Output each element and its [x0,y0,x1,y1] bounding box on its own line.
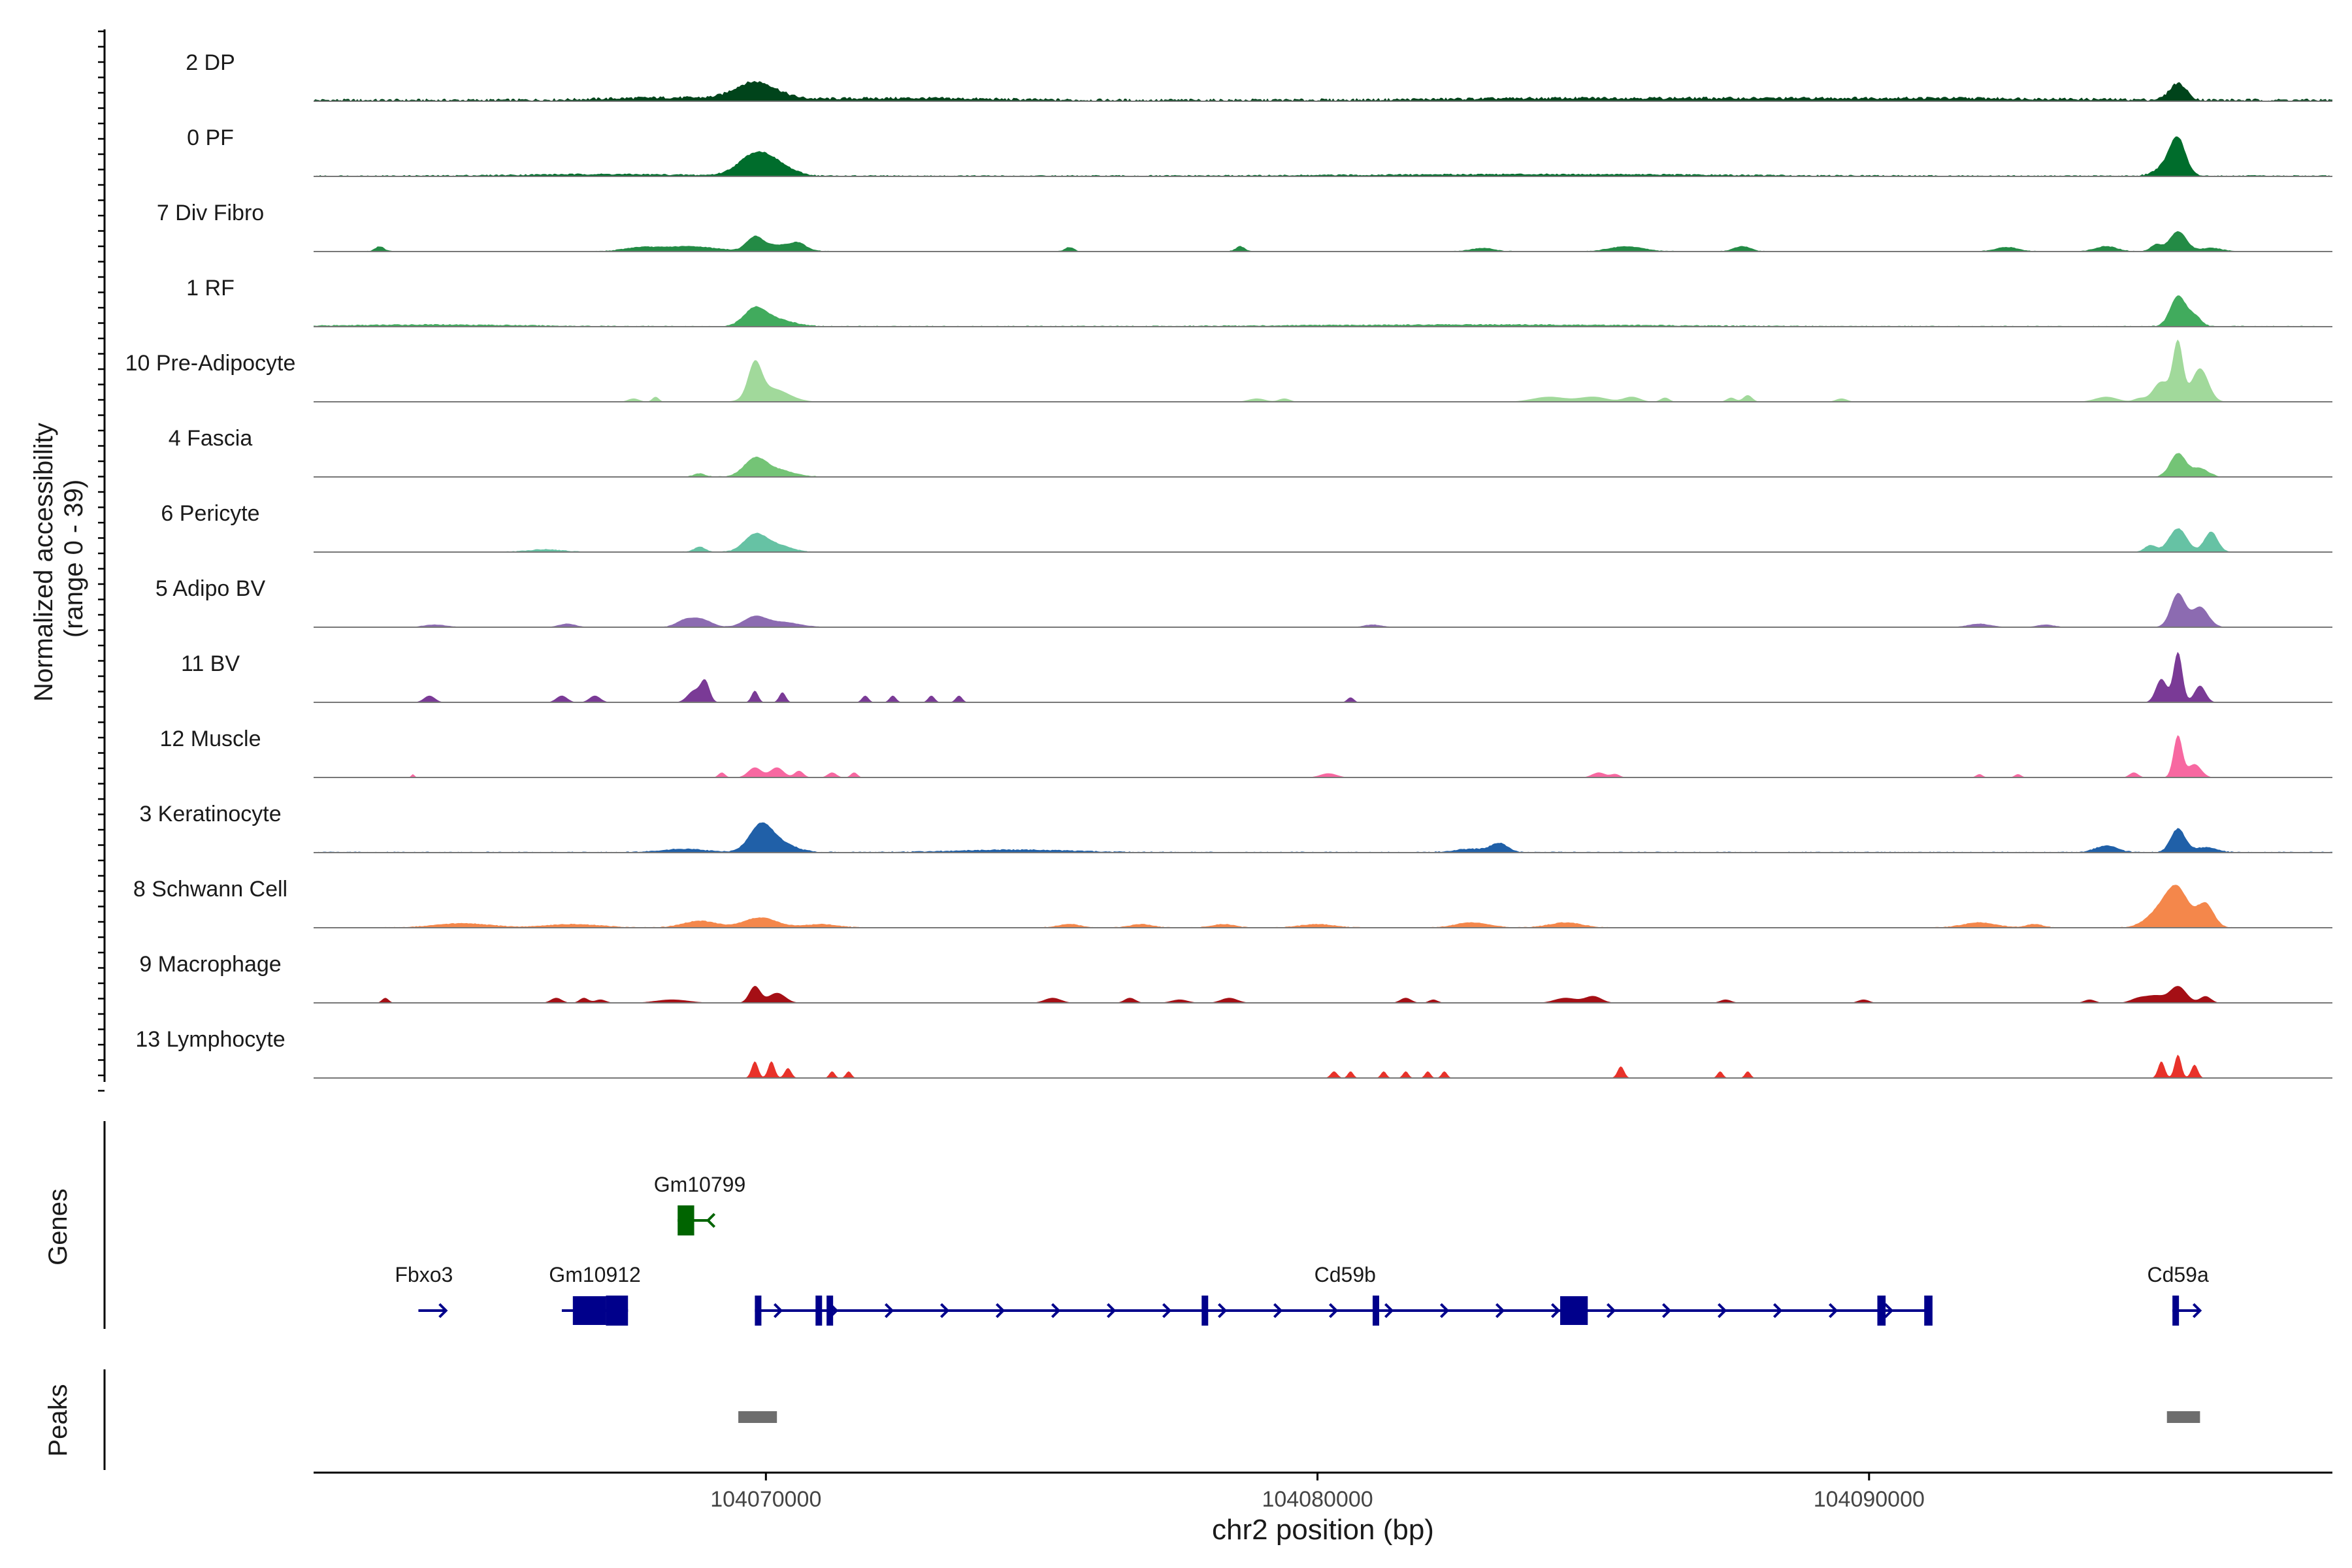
track-label: 2 DP [186,50,235,75]
peak-region [2166,1411,2200,1423]
strand-arrow [1439,1303,1450,1318]
x-tick-label: 104090000 [1814,1487,1925,1512]
track-label: 6 Pericyte [161,501,259,526]
strand-arrow [1828,1303,1838,1318]
track-0: 2 DP [186,50,2332,102]
exon-block [815,1296,823,1326]
y-axis-ticks [98,30,105,1092]
strand-arrow [1051,1303,1061,1318]
y-axis-label: Normalized accessibility (range 0 - 39) [29,416,88,702]
track-13: 13 Lymphocyte [135,1027,2332,1079]
track-6: 6 Pericyte [161,501,2332,553]
peaks-panel-label: Peaks [44,1384,73,1456]
gene-3: Cd59b [755,1263,1933,1326]
gene-4: Cd59a [2147,1263,2209,1326]
strand-arrow [1162,1303,1172,1318]
track-label: 12 Muscle [160,727,261,751]
track-7: 5 Adipo BV [155,576,2332,628]
gene-2: Gm10799 [654,1173,746,1235]
strand-arrow [1717,1303,1727,1318]
gene-annotation-panel: Fbxo3 Gm10912 Gm10799 Cd59b Cd59a [395,1173,2209,1326]
strand-arrow [2192,1303,2202,1318]
strand-arrow [1884,1303,1894,1318]
exon-block [1924,1296,1933,1326]
track-label: 9 Macrophage [139,952,281,977]
gene-label: Cd59a [2147,1263,2209,1286]
strand-arrow [1328,1303,1339,1318]
gene-label: Gm10799 [654,1173,746,1196]
gene-0: Fbxo3 [395,1263,453,1318]
track-12: 9 Macrophage [139,952,2332,1004]
track-label: 7 Div Fibro [157,201,264,225]
track-label: 8 Schwann Cell [133,877,287,902]
strand-arrow [939,1303,950,1318]
strand-arrow [1384,1303,1394,1318]
strand-arrow [1273,1303,1283,1318]
x-tick-label: 104070000 [710,1487,821,1512]
exon-block [826,1296,834,1326]
track-label: 1 RF [186,276,235,301]
track-9: 12 Muscle [160,727,2332,778]
strand-arrow [1495,1303,1505,1318]
peaks-panel [738,1411,2200,1423]
x-axis-ticks: 104070000 104080000 104090000 [710,1473,1925,1512]
strand-arrow [884,1303,894,1318]
track-4: 10 Pre-Adipocyte [125,339,2332,402]
genes-panel-label: Genes [44,1188,73,1266]
gene-label: Gm10912 [549,1263,641,1286]
track-2: 7 Div Fibro [157,201,2332,252]
exon-block [1560,1296,1588,1325]
exon-block [2172,1296,2180,1326]
track-1: 0 PF [187,125,2332,177]
accessibility-tracks: 2 DP 0 PF 7 Div Fibro 1 RF 10 Pre-Adipocyte 4… [125,50,2332,1079]
exon-block [572,1296,606,1325]
track-10: 3 Keratinocyte [139,802,2332,853]
track-label: 0 PF [187,125,234,150]
exon-block [1372,1296,1379,1326]
peak-region [738,1411,777,1423]
gene-1: Gm10912 [549,1263,641,1326]
strand-arrow [1606,1303,1616,1318]
gene-label: Fbxo3 [395,1263,453,1286]
y-axis-label-line1: Normalized accessibility [29,423,58,702]
strand-arrow [1106,1303,1117,1318]
track-label: 4 Fascia [169,426,253,451]
exon-block [1877,1296,1886,1326]
track-label: 3 Keratinocyte [139,802,281,826]
track-label: 5 Adipo BV [155,576,266,601]
track-signal-area [314,986,2332,1003]
track-8: 11 BV [181,651,2332,703]
track-5: 4 Fascia [169,426,2332,478]
exon-block [755,1296,762,1326]
strand-arrow [1661,1303,1672,1318]
strand-arrow [1772,1303,1783,1318]
track-label: 11 BV [181,651,240,676]
gene-label: Cd59b [1315,1263,1376,1286]
x-axis-label: chr2 position (bp) [1212,1514,1434,1546]
exon-block [1201,1296,1209,1326]
strand-arrow [773,1303,783,1318]
y-axis [98,29,106,1092]
track-3: 1 RF [186,276,2332,327]
track-11: 8 Schwann Cell [133,877,2332,928]
track-label: 13 Lymphocyte [135,1027,285,1052]
exon-block [678,1205,694,1235]
track-label: 10 Pre-Adipocyte [125,351,296,376]
strand-arrow [438,1303,448,1318]
y-axis-label-line2: (range 0 - 39) [59,480,88,638]
strand-arrow [995,1303,1005,1318]
strand-arrow [1217,1303,1228,1318]
x-tick-label: 104080000 [1262,1487,1373,1512]
exon-block [606,1296,629,1326]
strand-arrow [706,1213,716,1228]
strand-arrow [1550,1303,1561,1318]
